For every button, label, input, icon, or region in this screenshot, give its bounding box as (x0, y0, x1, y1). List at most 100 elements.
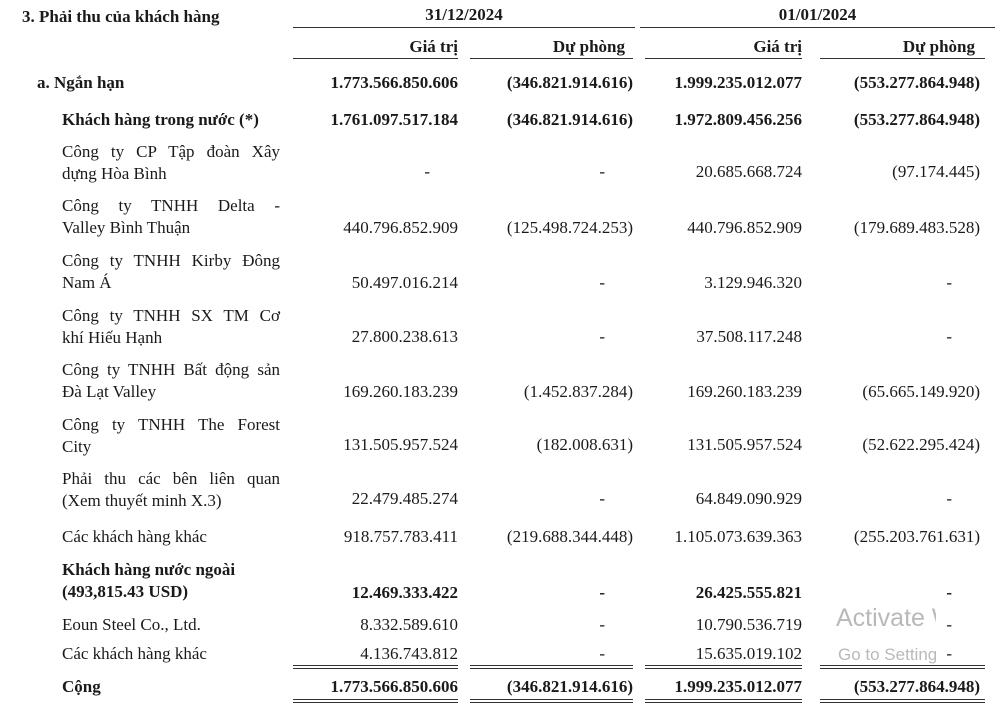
row-label-line: Phải thu các bên liên quan (62, 469, 280, 488)
cell-value: - (599, 162, 605, 181)
row-label: Công ty TNHH Bất động sản Đà Lạt Valley (62, 359, 280, 403)
column-header-value: Giá trị (753, 37, 802, 56)
column-underline (470, 58, 633, 59)
cell-value: (553.277.864.948) (853, 73, 980, 92)
cell-value: (255.203.761.631) (853, 527, 980, 546)
section-title: 3. Phải thu của khách hàng (22, 7, 220, 26)
cell-value: - (599, 327, 605, 346)
row-label-line: Eoun Steel Co., Ltd. (62, 615, 201, 634)
cell-value: 440.796.852.909 (343, 218, 458, 237)
row-label-line: Công ty TNHH The Forest (62, 415, 280, 434)
subtotal-rule (293, 665, 458, 669)
cell-value: 169.260.183.239 (687, 382, 802, 401)
cell-value: (65.665.149.920) (862, 382, 980, 401)
cell-value: 15.635.019.102 (695, 644, 802, 663)
cell-value: - (599, 273, 605, 292)
cell-value: 27.800.238.613 (351, 327, 458, 346)
cell-value: 22.479.485.274 (351, 489, 458, 508)
cell-value: - (946, 644, 952, 663)
cell-value: 8.332.589.610 (360, 615, 458, 634)
cell-value: (97.174.445) (892, 162, 980, 181)
cell-value: 3.129.946.320 (704, 273, 802, 292)
row-label: Cộng (62, 676, 280, 698)
row-label-line: Khách hàng nước ngoài (62, 560, 236, 579)
row-label-line: Các khách hàng khác (62, 644, 207, 663)
row-label: Các khách hàng khác (62, 643, 280, 665)
row-label: Khách hàng nước ngoài (493,815.43 USD) (62, 559, 280, 603)
row-label-line: Công ty CP Tập đoàn Xây (62, 142, 280, 161)
period-underline (640, 27, 995, 28)
row-label-line: Công ty TNHH Kirby Đông (62, 251, 280, 270)
column-underline (293, 58, 458, 59)
cell-value: - (946, 327, 952, 346)
cell-value: (125.498.724.253) (506, 218, 633, 237)
total-double-rule (820, 699, 985, 703)
row-label: Phải thu các bên liên quan (Xem thuyết mi… (62, 468, 280, 512)
cell-value: 918.757.783.411 (343, 527, 458, 546)
row-label-line: Cộng (62, 677, 101, 696)
cell-value: - (946, 273, 952, 292)
row-label-line: Khách hàng trong nước (*) (62, 110, 259, 129)
row-label-line: (493,815.43 USD) (62, 582, 189, 601)
cell-value: 169.260.183.239 (343, 382, 458, 401)
cell-value: - (599, 489, 605, 508)
cell-value: 1.999.235.012.077 (674, 73, 803, 92)
row-label-line: City (62, 437, 92, 456)
column-underline (645, 58, 802, 59)
cell-value: (553.277.864.948) (853, 110, 980, 129)
cell-value: (179.689.483.528) (853, 218, 980, 237)
cell-value: 131.505.957.524 (687, 435, 802, 454)
cell-value: 20.685.668.724 (695, 162, 802, 181)
row-label-line: Công ty TNHH Delta - (62, 196, 280, 215)
row-label-line: Công ty TNHH SX TM Cơ (62, 306, 280, 325)
cell-value: - (424, 162, 430, 181)
row-label-line: (Xem thuyết minh X.3) (62, 491, 222, 510)
cell-value: 1.105.073.639.363 (674, 527, 803, 546)
period-header-2024-end: 31/12/2024 (425, 5, 503, 24)
cell-value: - (599, 615, 605, 634)
total-double-rule (293, 699, 458, 703)
cell-value: 12.469.333.422 (351, 583, 458, 602)
cell-value: 131.505.957.524 (343, 435, 458, 454)
column-header-provision: Dự phòng (552, 37, 625, 56)
cell-value: - (599, 644, 605, 663)
cell-value: 37.508.117.248 (696, 327, 802, 346)
cell-value: - (946, 583, 952, 602)
cell-value: (52.622.295.424) (862, 435, 980, 454)
row-label-line: dựng Hòa Bình (62, 164, 167, 183)
cell-value: 10.790.536.719 (695, 615, 802, 634)
row-label: a. Ngắn hạn (37, 72, 255, 94)
subtotal-rule (470, 665, 633, 669)
cell-value: (346.821.914.616) (506, 677, 633, 696)
row-label: Khách hàng trong nước (*) (62, 109, 280, 131)
cell-value: 64.849.090.929 (695, 489, 802, 508)
subtotal-rule (645, 665, 802, 669)
total-double-rule (645, 699, 802, 703)
row-label-line: Valley Bình Thuận (62, 218, 191, 237)
column-header-value: Giá trị (409, 37, 458, 56)
cell-value: (346.821.914.616) (506, 73, 633, 92)
period-header-2024-start: 01/01/2024 (778, 5, 857, 24)
row-label: Các khách hàng khác (62, 526, 280, 548)
activation-watermark-title: Activate Windows (836, 604, 936, 632)
cell-value: 50.497.016.214 (351, 273, 458, 292)
row-label-line: Nam Á (62, 273, 112, 292)
cell-value: 1.972.809.456.256 (674, 110, 803, 129)
cell-value: 4.136.743.812 (360, 644, 458, 663)
period-underline (293, 27, 635, 28)
row-label: Công ty TNHH The Forest City (62, 414, 280, 458)
row-label: Công ty TNHH Delta - Valley Bình Thuận (62, 195, 280, 239)
total-double-rule (470, 699, 633, 703)
cell-value: - (946, 489, 952, 508)
row-label-line: Đà Lạt Valley (62, 382, 157, 401)
subtotal-rule (820, 665, 985, 669)
column-underline (820, 58, 985, 59)
cell-value: - (946, 615, 952, 634)
cell-value: 1.761.097.517.184 (330, 110, 459, 129)
cell-value: (1.452.837.284) (523, 382, 633, 401)
cell-value: 1.999.235.012.077 (674, 677, 803, 696)
row-label: Công ty TNHH SX TM Cơ khí Hiếu Hạnh (62, 305, 280, 349)
row-label: Công ty TNHH Kirby Đông Nam Á (62, 250, 280, 294)
row-label: Công ty CP Tập đoàn Xây dựng Hòa Bình (62, 141, 280, 185)
row-label-line: a. Ngắn hạn (37, 73, 125, 92)
